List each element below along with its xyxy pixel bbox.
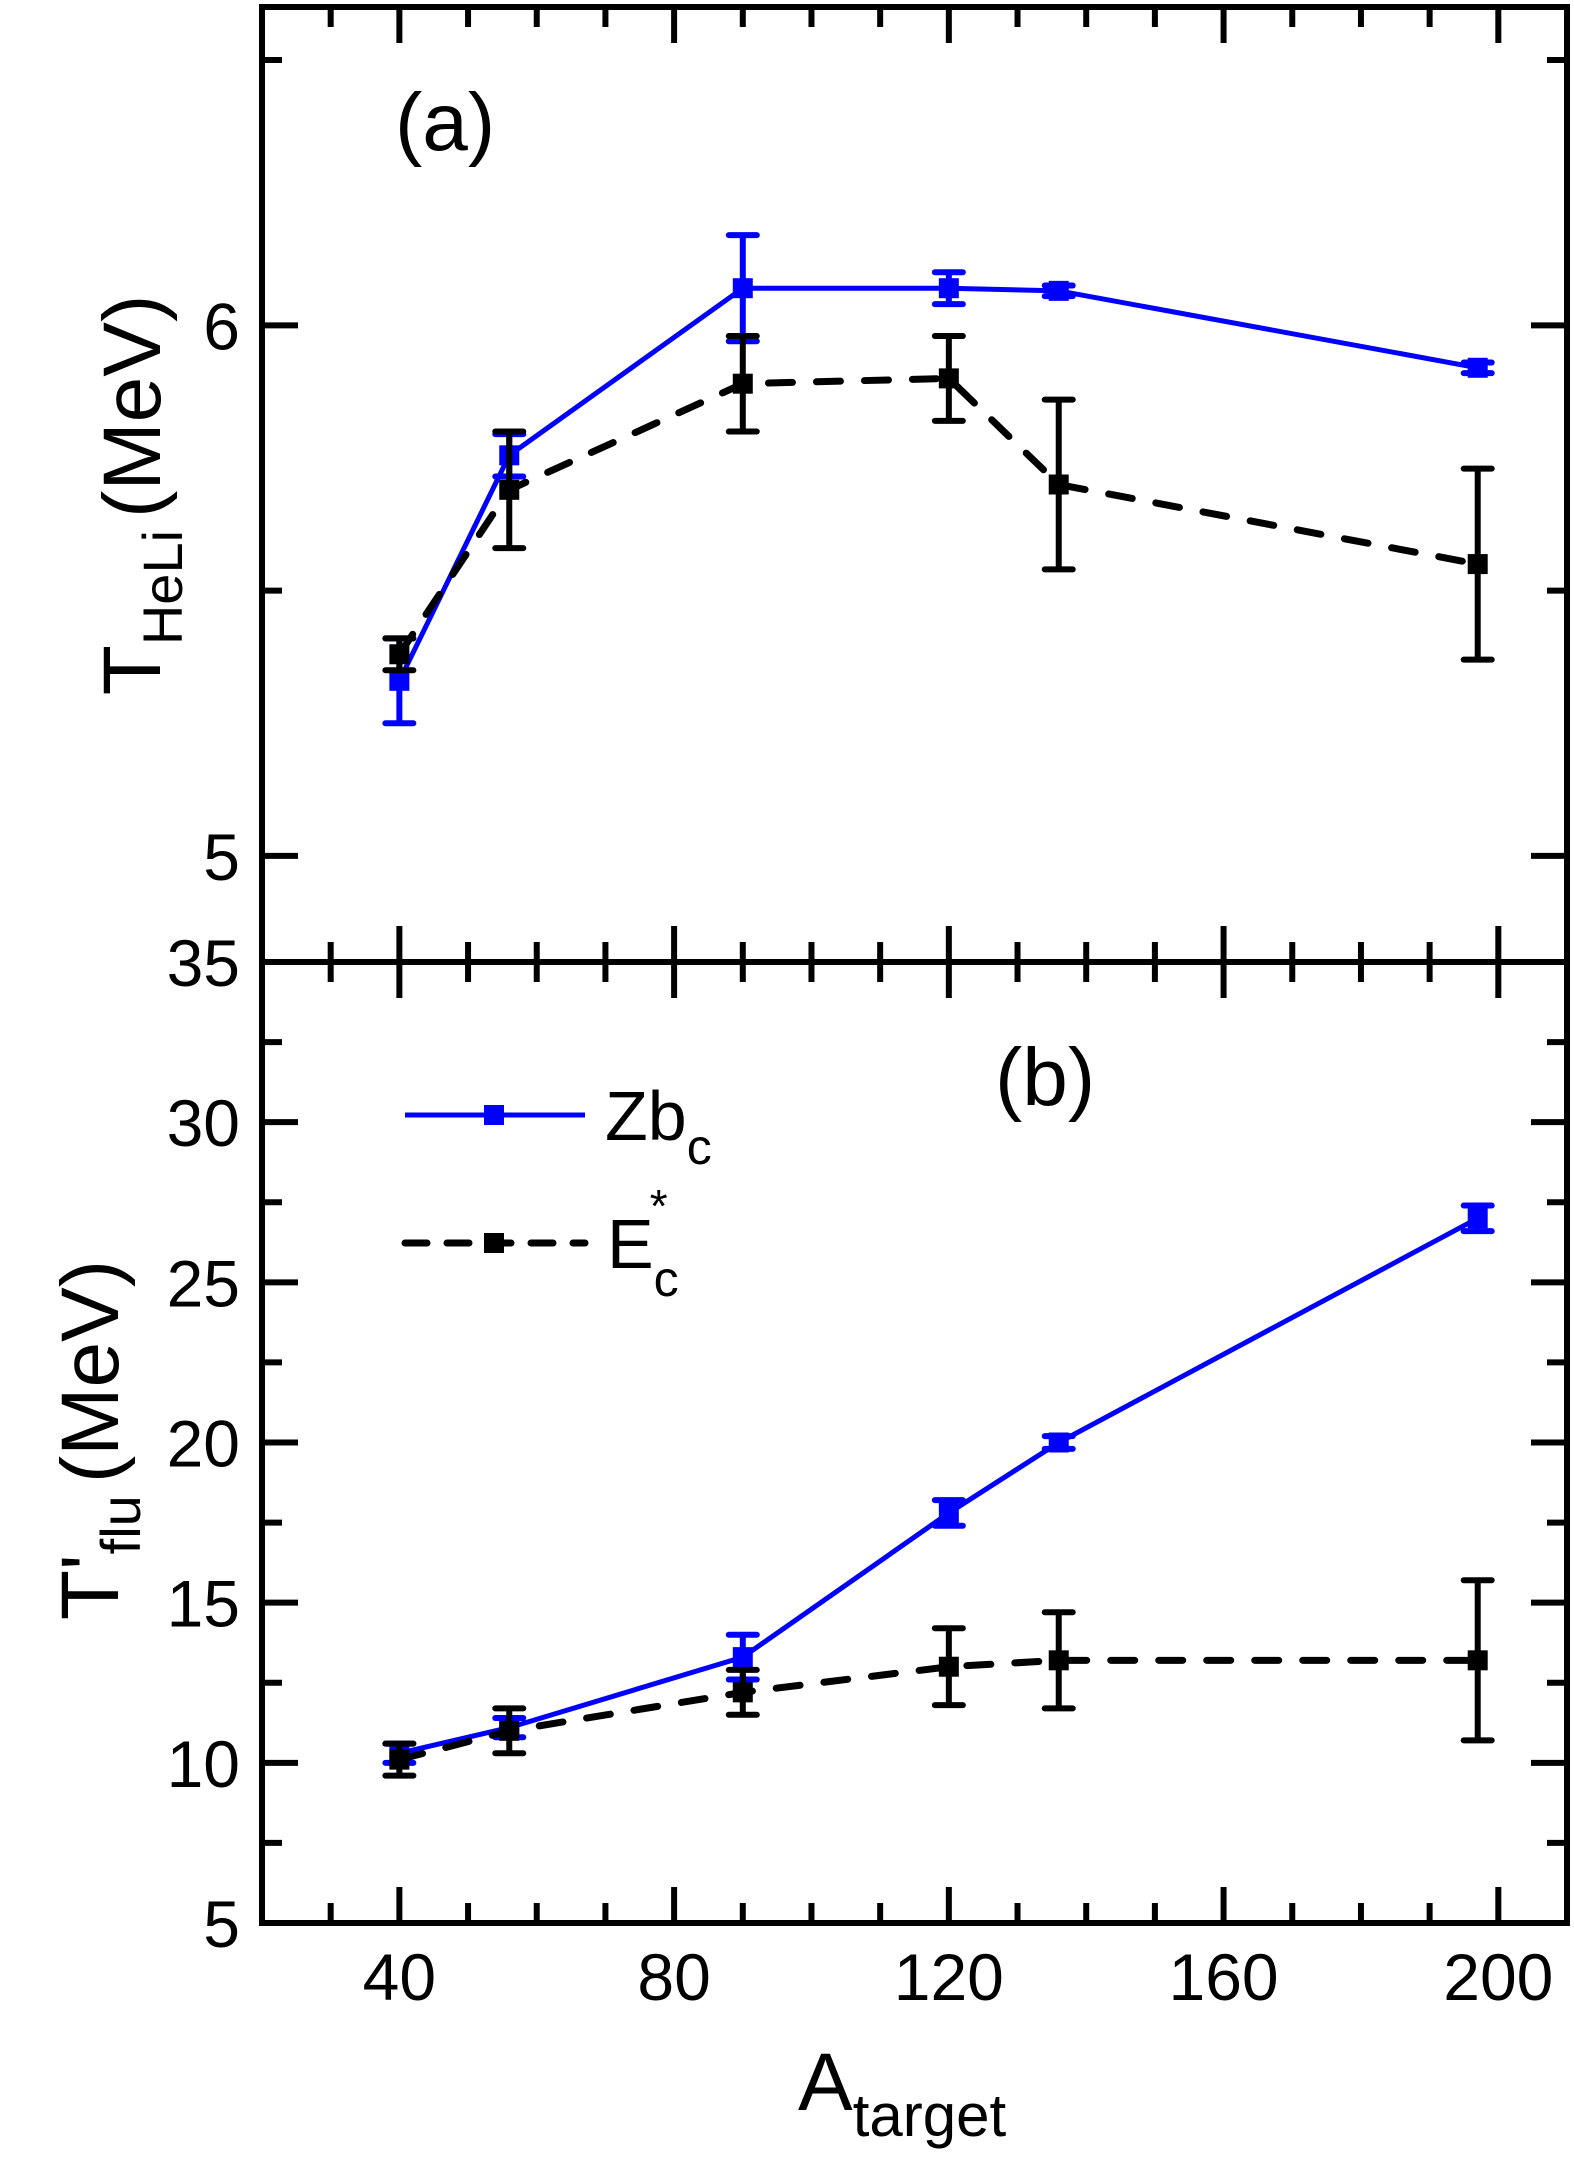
data-point bbox=[732, 1682, 753, 1703]
x-tick-label: 120 bbox=[894, 1940, 1004, 2014]
panel-b-series bbox=[382, 1202, 1495, 1779]
panel-b-ylabel-text: T'flu (MeV) bbox=[45, 1260, 152, 1620]
panel-b-label: (b) bbox=[995, 1032, 1095, 1123]
data-point bbox=[1467, 554, 1488, 575]
series-line bbox=[397, 285, 1479, 682]
panel-a-ylabel: THeLi (MeV) bbox=[87, 295, 194, 695]
panel-a-ylabel-unit: (MeV) bbox=[87, 295, 178, 518]
frame bbox=[259, 4, 1570, 1926]
x-tick-label: 160 bbox=[1169, 1940, 1279, 2014]
y-tick-label-b: 10 bbox=[167, 1727, 240, 1801]
data-point bbox=[938, 1502, 959, 1523]
y-tick-label-b: 15 bbox=[167, 1567, 240, 1641]
data-point bbox=[938, 278, 959, 299]
y-tick-label-b: 20 bbox=[167, 1407, 240, 1481]
x-axis-title: Atarget bbox=[798, 2037, 1006, 2149]
data-point bbox=[732, 373, 753, 394]
y-tick-label-b: 35 bbox=[167, 926, 240, 1000]
data-point bbox=[1048, 280, 1069, 301]
data-point bbox=[1467, 1208, 1488, 1229]
data-point bbox=[1048, 1650, 1069, 1671]
legend-label-zbc-main: Zb bbox=[605, 1077, 687, 1155]
series-ec-a bbox=[382, 332, 1495, 674]
x-tick-label: 40 bbox=[363, 1940, 436, 2014]
panel-b-ylabel: T'flu (MeV) bbox=[45, 1260, 152, 1620]
panel-b-ylabel-unit: (MeV) bbox=[45, 1260, 136, 1483]
data-point bbox=[938, 368, 959, 389]
data-point bbox=[732, 1647, 753, 1668]
data-point bbox=[389, 1749, 410, 1770]
legend-entry-ec: E* c bbox=[401, 1180, 679, 1307]
legend-label-ec-sub: c bbox=[654, 1251, 679, 1307]
x-axis-title-sub: target bbox=[853, 2082, 1007, 2149]
y-tick-label-b: 25 bbox=[167, 1246, 240, 1320]
data-point bbox=[732, 278, 753, 299]
x-tick-label: 200 bbox=[1443, 1940, 1553, 2014]
legend-entry-zbc: Zbc bbox=[405, 1077, 712, 1175]
x-axis-title-main: A bbox=[798, 2037, 853, 2128]
panel-a-ylabel-text: THeLi (MeV) bbox=[87, 295, 194, 695]
panel-b-ylabel-main: T' bbox=[45, 1554, 136, 1620]
data-point bbox=[389, 670, 410, 691]
panel-a: 5 6 (a) THeLi (MeV) bbox=[87, 7, 1570, 962]
panel-a-ylabel-main: T bbox=[87, 645, 178, 695]
y-tick-label-b: 30 bbox=[167, 1086, 240, 1160]
y-tick-label-a: 5 bbox=[203, 820, 240, 894]
panel-b-ticks: 5 10 15 20 25 30 35 bbox=[167, 926, 1570, 1961]
x-tick-label: 80 bbox=[637, 1940, 710, 2014]
panel-a-series bbox=[382, 232, 1495, 727]
series-zbc-b bbox=[382, 1202, 1495, 1766]
data-point bbox=[1467, 1650, 1488, 1671]
series-line bbox=[395, 1656, 1482, 1764]
legend-label-ec: E* c bbox=[607, 1180, 679, 1307]
legend-label-ec-sup: * bbox=[650, 1180, 668, 1232]
data-point bbox=[938, 1656, 959, 1677]
series-zbc-a bbox=[382, 232, 1495, 727]
data-point bbox=[1048, 1432, 1069, 1453]
series-line bbox=[398, 1216, 1479, 1756]
data-point bbox=[389, 644, 410, 665]
panel-b-ylabel-sub: flu bbox=[89, 1495, 152, 1554]
legend: Zbc E* c bbox=[401, 1077, 712, 1307]
legend-marker-ec bbox=[484, 1233, 504, 1253]
legend-label-ec-main: E bbox=[607, 1205, 654, 1283]
y-tick-label-a: 6 bbox=[203, 289, 240, 363]
x-tick-labels: 40 80 120 160 200 bbox=[363, 1940, 1554, 2014]
panel-a-ylabel-sub: HeLi bbox=[131, 530, 194, 645]
series-line bbox=[395, 374, 1482, 658]
data-point bbox=[499, 479, 520, 500]
legend-label-zbc: Zbc bbox=[605, 1077, 712, 1175]
panel-a-label: (a) bbox=[395, 77, 495, 168]
data-point bbox=[1467, 357, 1488, 378]
legend-label-zbc-sub: c bbox=[687, 1119, 712, 1175]
data-point bbox=[499, 1720, 520, 1741]
series-ec-b bbox=[382, 1577, 1495, 1779]
legend-marker-zbc bbox=[484, 1105, 504, 1125]
data-point bbox=[1048, 474, 1069, 495]
y-tick-label-b: 5 bbox=[203, 1887, 240, 1961]
